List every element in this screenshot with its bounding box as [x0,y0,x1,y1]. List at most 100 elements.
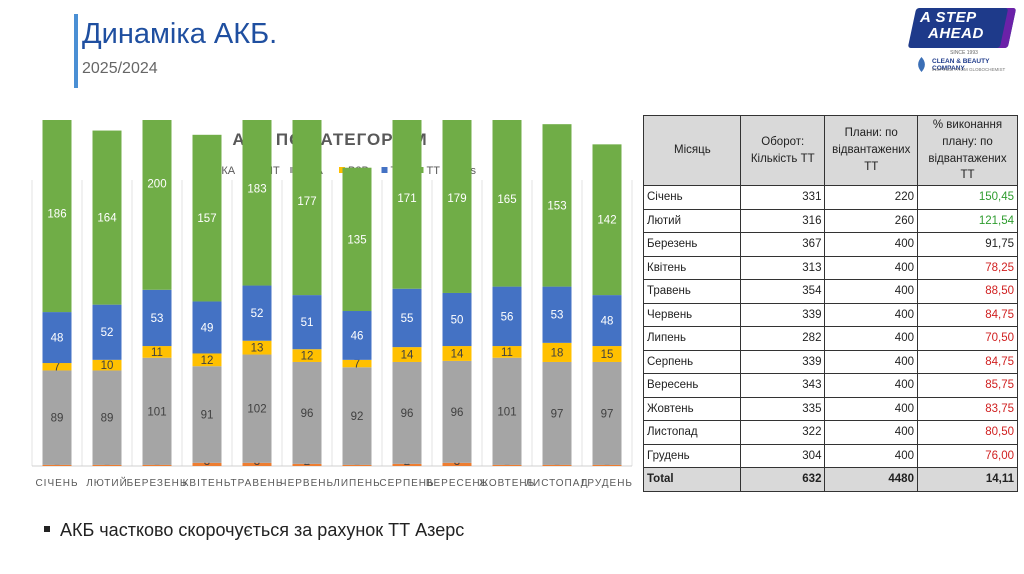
bar-segment [142,289,172,347]
bar-segment [542,464,572,466]
cell-pct: 83,75 [916,396,1019,421]
bar-segment [542,286,572,343]
bar-segment [242,340,272,355]
cell-pct: 150,45 [916,185,1019,210]
data-label: 14 [401,350,414,362]
data-label: 142 [597,215,616,227]
data-label: 51 [301,317,314,329]
x-tick-label: ЧЕРВЕНЬ [280,478,334,489]
x-tick-label: ЛЮТИЙ [86,476,128,489]
cell-turnover: 335 [740,396,826,421]
cell-plan: 400 [824,420,918,445]
x-tick-label: ВЕРЕСЕНЬ [426,478,488,489]
bullet-text: АКБ частково скорочується за рахунок ТТ … [60,520,465,540]
bar-segment [592,144,622,296]
cell-month: Вересень [642,373,742,398]
chart-bars: 0189748186018910521640110111532000391124… [42,120,622,468]
data-label: 7 [354,359,360,371]
cell-turnover: 313 [740,255,826,280]
bullet-note: АКБ частково скорочується за рахунок ТТ … [44,520,464,541]
bar-segment [392,347,422,362]
bar-segment [392,361,422,464]
cell-month: Квітень [642,255,742,280]
cell-plan: 220 [824,185,918,210]
bar-segment [492,286,522,347]
cell-month: Серпень [642,349,742,374]
cell-pct: 88,50 [916,279,1019,304]
table-row: Травень 354 400 88,50 [642,279,1019,304]
bar-segment [92,359,122,371]
data-label: 97 [551,408,564,420]
data-label: 177 [297,196,316,208]
bar-segment [192,353,222,367]
cell-plan: 260 [824,208,918,233]
cell-month: Березень [642,232,742,257]
logo-since: SINCE 1993 [950,50,978,56]
bar-segment [442,346,472,361]
bar-segment [592,464,622,466]
cell-pct: 76,00 [916,443,1019,468]
bar-segment [142,120,172,290]
cell-turnover: 322 [740,420,826,445]
bar-segment [592,346,622,362]
data-label: 101 [497,406,516,418]
data-label: 171 [397,193,416,205]
data-label: 96 [451,407,464,419]
cell-turnover: 339 [740,349,826,374]
bar-segment [242,462,272,466]
cell-turnover: 316 [740,208,826,233]
cell-pct: 78,25 [916,255,1019,280]
x-tick-label: КВІТЕНЬ [183,478,232,489]
bar-segment [342,464,372,466]
header-plan: Плани: по відвантажених ТТ [824,115,918,186]
bar-segment [92,304,122,360]
header-pct: % виконання плану: по відвантажених ТТ [916,115,1019,186]
bar-segment [42,120,72,313]
x-tick-label: БЕРЕЗЕНЬ [127,478,188,489]
table-row: Жовтень 335 400 83,75 [642,396,1019,421]
table-row: Серпень 339 400 84,75 [642,349,1019,374]
bar-segment [442,120,472,293]
data-label: 102 [247,404,266,416]
cell-month: Червень [642,302,742,327]
data-label: 56 [501,311,514,323]
cell-plan: 400 [824,326,918,351]
data-label: 97 [601,408,614,420]
data-label: 50 [451,315,464,327]
cell-turnover: 343 [740,373,826,398]
data-label: 164 [97,213,117,225]
bar-segment [442,360,472,463]
bar-segment [392,120,422,289]
total-turnover: 632 [740,467,826,492]
data-label: 15 [601,349,614,361]
title-accent-bar [74,14,78,88]
cell-plan: 400 [824,443,918,468]
bar-segment [442,462,472,466]
cell-pct: 91,75 [916,232,1019,257]
bar-segment [492,357,522,465]
cell-plan: 400 [824,373,918,398]
bar-segment [192,366,222,463]
data-label: 48 [601,316,614,328]
table-row: Грудень 304 400 76,00 [642,443,1019,468]
bar-segment [242,120,272,286]
bar-segment [492,346,522,358]
data-label: 165 [497,194,516,206]
slide-title: Динаміка АКБ. [82,18,278,50]
table-row: Листопад 322 400 80,50 [642,420,1019,445]
table-row: Вересень 343 400 85,75 [642,373,1019,398]
bar-segment [242,285,272,341]
bar-segment [42,363,72,371]
logo-tagline: INSPIRED FROM GLOBOCHEMIST [932,67,1006,72]
data-label: 200 [147,179,166,191]
cell-pct: 70,50 [916,326,1019,351]
data-label: 153 [547,200,566,212]
cell-plan: 400 [824,279,918,304]
logo-line1: A STEP [920,9,977,26]
table-row: Березень 367 400 91,75 [642,232,1019,257]
data-label: 186 [47,208,66,220]
data-label: 18 [551,347,564,359]
cell-turnover: 354 [740,279,826,304]
bar-segment [142,464,172,466]
bar-segment [42,370,72,465]
